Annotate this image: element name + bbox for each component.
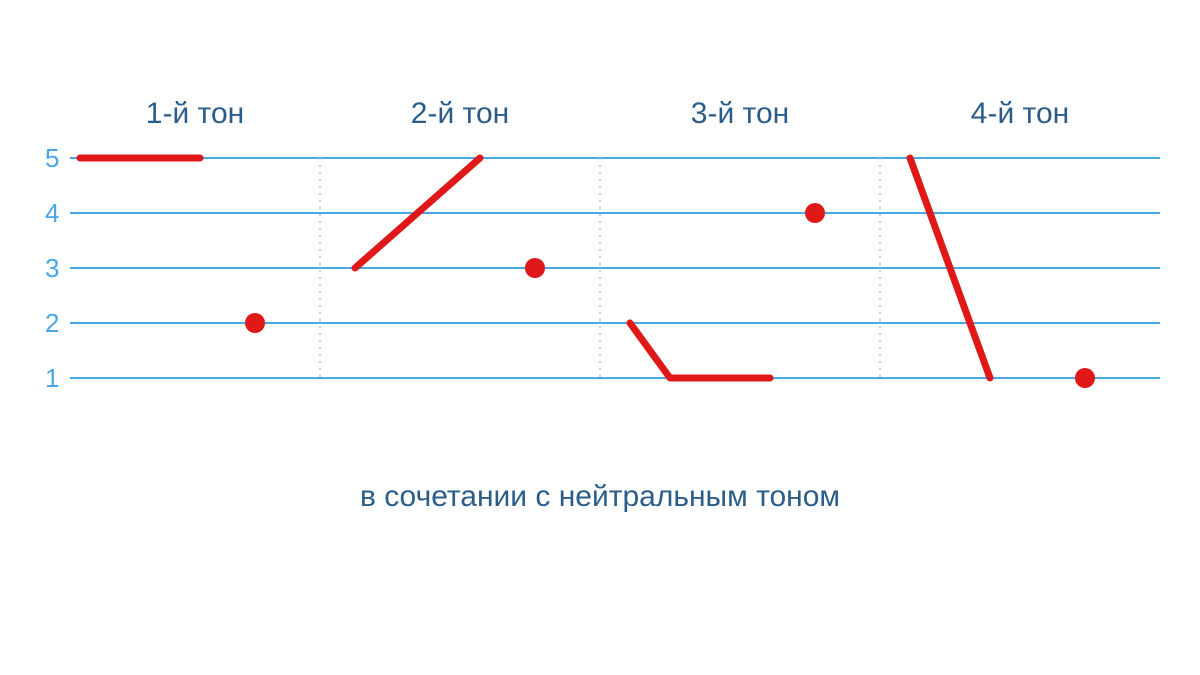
tone-1-neutral-dot (245, 313, 265, 333)
y-axis-label: 4 (45, 198, 59, 229)
tone-column-label-2: 2-й тон (411, 97, 509, 131)
tone-column-label-3: 3-й тон (691, 97, 789, 131)
y-axis-label: 2 (45, 308, 59, 339)
tone-column-label-4: 4-й тон (971, 97, 1069, 131)
diagram-stage: 5 4 3 2 1 1-й тон 2-й тон 3-й тон 4-й тон в сочет… (0, 0, 1200, 675)
y-axis-label: 3 (45, 253, 59, 284)
tone-3-neutral-dot (805, 203, 825, 223)
tone-3-contour (630, 323, 770, 378)
tone-4-neutral-dot (1075, 368, 1095, 388)
y-axis-label: 1 (45, 363, 59, 394)
tone-column-label-1: 1-й тон (146, 97, 244, 131)
y-axis-label: 5 (45, 143, 59, 174)
tone-2-neutral-dot (525, 258, 545, 278)
diagram-caption: в сочетании с нейтральным тоном (360, 480, 840, 514)
